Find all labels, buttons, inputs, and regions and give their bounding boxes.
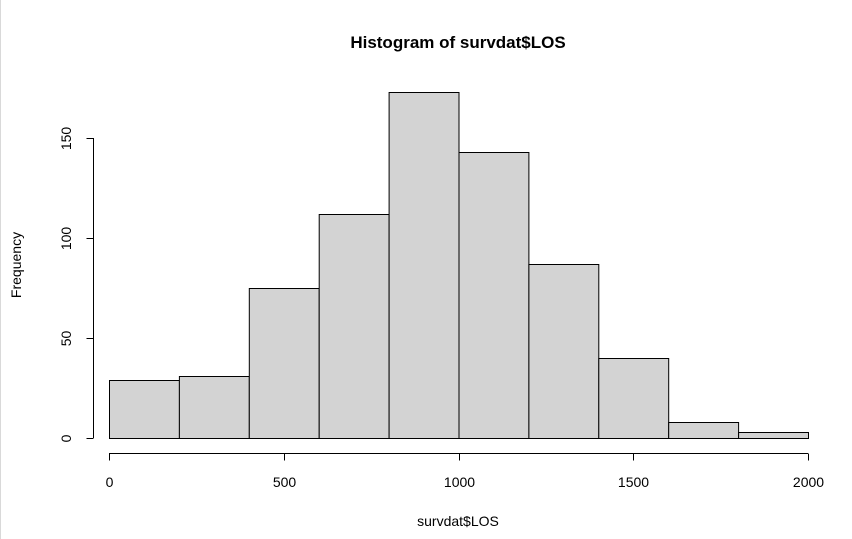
- x-axis-label: survdat$LOS: [417, 513, 499, 529]
- chart-title: Histogram of survdat$LOS: [350, 33, 565, 52]
- y-tick-label: 100: [58, 227, 74, 251]
- histogram-bar: [528, 264, 600, 439]
- histogram-bar: [248, 288, 320, 439]
- histogram-bar: [738, 432, 809, 439]
- histogram-bar: [109, 380, 180, 439]
- x-tick-label: 500: [273, 474, 297, 490]
- y-tick-label: 50: [58, 331, 74, 347]
- bars-group: [109, 92, 809, 439]
- x-tick-label: 2000: [793, 474, 824, 490]
- y-axis: 0 50 100 150: [58, 127, 94, 442]
- y-axis-label: Frequency: [8, 232, 24, 298]
- histogram-bar: [668, 422, 740, 439]
- histogram-bar: [178, 376, 250, 439]
- histogram-bar: [388, 92, 460, 439]
- x-tick-label: 1000: [444, 474, 475, 490]
- x-tick-label: 0: [106, 474, 114, 490]
- y-tick-label: 0: [58, 434, 74, 442]
- x-tick-label: 1500: [618, 474, 649, 490]
- histogram-bar: [598, 358, 670, 439]
- histogram-bar: [318, 214, 390, 439]
- histogram-bar: [458, 152, 530, 439]
- x-axis: 0 500 1000 1500 2000: [106, 453, 824, 490]
- y-tick-label: 150: [58, 127, 74, 151]
